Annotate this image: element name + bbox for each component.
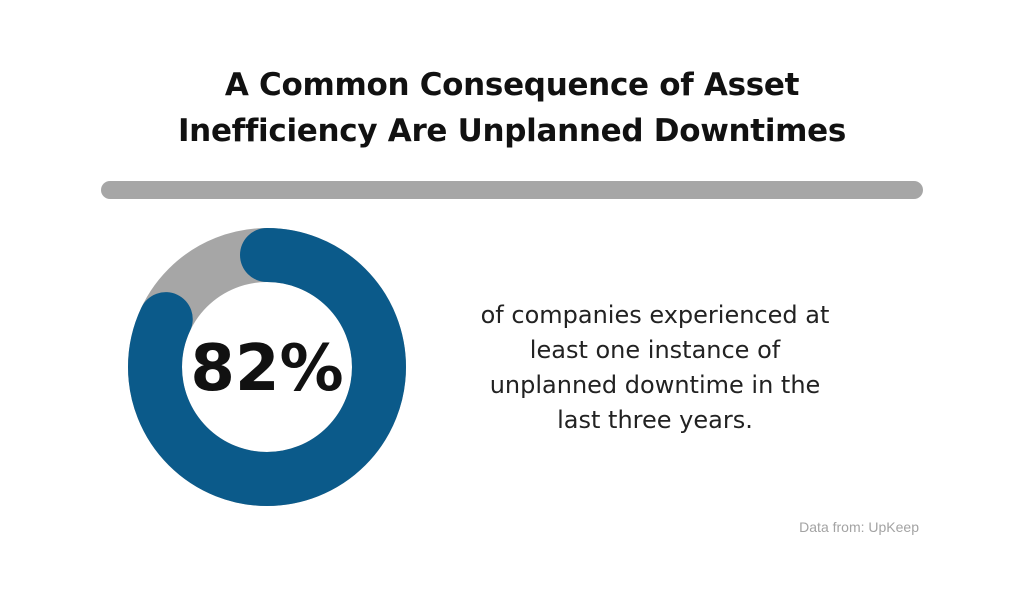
description-line-4: last three years. <box>557 406 753 434</box>
title-line-1: A Common Consequence of Asset <box>224 67 800 103</box>
description-line-2: least one instance of <box>529 336 781 364</box>
donut-center-label: 82% <box>190 332 343 406</box>
stat-description: of companies experienced at least one in… <box>445 298 865 438</box>
page-title: A Common Consequence of Asset Inefficien… <box>0 62 1024 154</box>
description-line-1: of companies experienced at <box>480 301 830 329</box>
donut-chart: 82% <box>128 228 406 506</box>
description-line-3: unplanned downtime in the <box>489 371 821 399</box>
title-line-2: Inefficiency Are Unplanned Downtimes <box>177 113 847 149</box>
divider-bar <box>101 181 923 199</box>
donut-value-slice <box>128 228 406 506</box>
source-credit: Data from: UpKeep <box>799 519 919 535</box>
